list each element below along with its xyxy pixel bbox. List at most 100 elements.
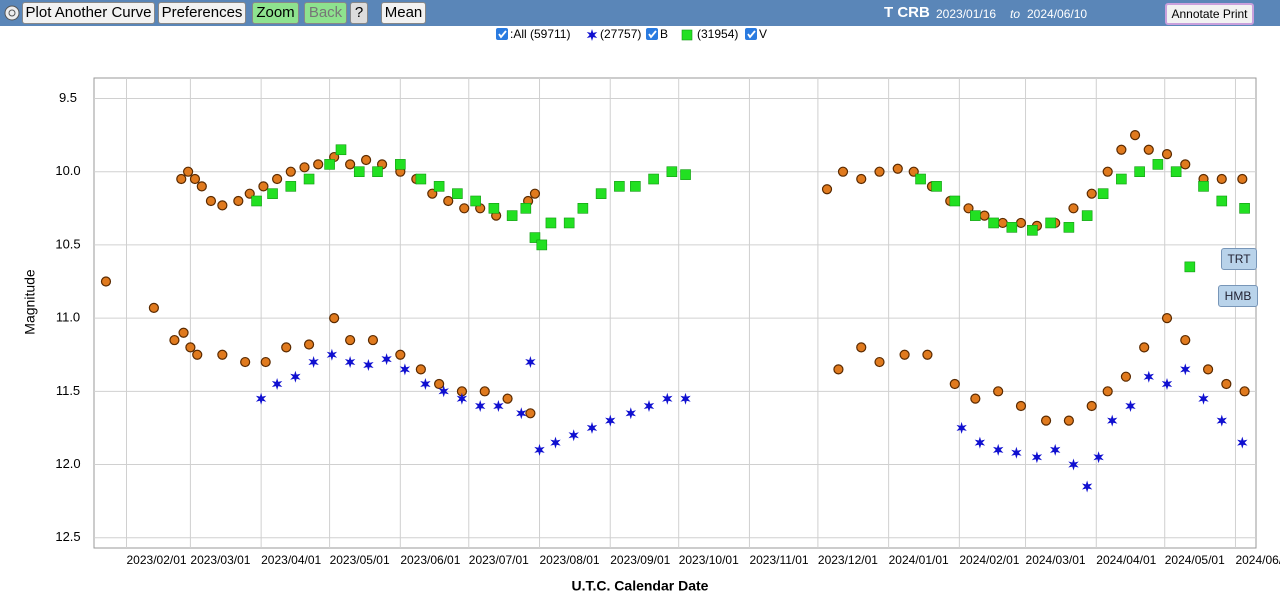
series [251,144,1250,273]
x-tick-label: 2023/03/01 [190,553,250,567]
app-icon[interactable] [3,4,21,22]
checkmark [747,30,756,39]
legend-count: (31954) [697,27,738,41]
marker-circle [997,217,1008,229]
marker-square [1152,159,1164,170]
checkbox [745,28,757,40]
marker-star [271,378,283,390]
marker-star [1180,363,1191,376]
marker-square [630,181,641,192]
button[interactable]: Preferences [158,2,246,24]
y-tick-label: 10.5 [55,236,80,251]
marker-star [344,356,356,368]
marker-circle [1129,130,1141,141]
marker-circle [874,356,885,368]
marker-star [625,407,636,420]
marker-circle [1180,334,1191,346]
marker-circle [1161,313,1173,324]
marker-star [1093,451,1104,464]
marker-circle [1216,173,1227,185]
marker-square [1184,261,1196,273]
marker-square [267,188,278,199]
marker-circle [169,334,180,346]
marker-star [956,421,967,434]
marker-circle [217,349,228,360]
marker-square [506,210,518,221]
marker-square [577,203,589,214]
y-tick-label: 12.5 [55,529,80,544]
marker-circle [502,393,513,404]
marker-star [1068,458,1079,471]
marker-circle [176,173,187,185]
marker-star [363,359,374,371]
marker-circle [1063,415,1074,426]
marker-circle [367,334,379,346]
marker-circle [833,364,844,375]
marker-square [470,195,481,207]
x-tick-label: 2023/04/01 [261,553,321,567]
marker-circle [856,173,867,185]
marker-circle [479,386,490,397]
marker-circle [217,200,228,211]
marker-circle [1161,149,1173,160]
marker-star [493,400,504,412]
button[interactable]: Back [304,2,347,24]
date-to: 2024/06/10 [1027,7,1088,21]
marker-circle [281,342,292,353]
x-tick-label: 2024/05/01 [1165,553,1225,567]
marker-square [1116,173,1127,185]
marker-circle [1102,166,1113,177]
x-tick-label: 2023/06/01 [400,553,460,567]
marker-square [335,144,347,156]
marker-circle [1086,188,1097,199]
side-button[interactable]: HMB [1218,285,1258,307]
y-tick-label: 11.0 [56,310,80,325]
marker-circle [922,349,933,360]
button[interactable]: Zoom [252,2,299,24]
marker-star [525,356,536,368]
side-button[interactable]: TRT [1221,248,1257,270]
x-tick-label: 2024/02/01 [959,553,1019,567]
marker-circle [434,378,445,390]
marker-circle [993,386,1004,397]
marker-circle [345,334,356,346]
marker-star [586,421,598,434]
marker-square [1170,166,1182,178]
marker-square [931,181,942,192]
marker-circle [285,166,296,177]
button[interactable]: Annotate Print [1165,3,1254,25]
marker-square [452,188,463,199]
marker-circle [837,166,849,177]
marker-circle [892,163,903,174]
button[interactable]: Mean [381,2,426,24]
marker-circle [1143,144,1154,155]
marker-square [680,169,691,180]
marker-square [324,159,335,170]
marker-star [662,392,673,405]
button[interactable]: ? [350,2,368,24]
marker-circle [856,342,867,353]
marker-circle [1015,217,1027,229]
marker-circle [299,162,310,173]
marker-star [308,356,319,368]
marker-circle [979,210,990,221]
marker-star [605,414,616,427]
marker-circle [1180,159,1191,170]
marker-square [285,181,297,192]
marker-star [1011,446,1022,459]
marker-star [438,385,449,398]
marker-square [529,232,541,243]
marker-star [1237,436,1248,449]
marker-circle [949,378,960,390]
y-axis-label: Magnitude [22,269,38,335]
marker-star [1107,414,1118,427]
marker-square [970,210,981,221]
star-name: T CRB [884,4,930,21]
marker-circle [189,173,201,185]
checkbox [646,28,658,40]
button[interactable]: Plot Another Curve [22,2,155,24]
plot-area [93,77,1257,549]
marker-star [643,400,655,412]
series [255,348,1248,493]
